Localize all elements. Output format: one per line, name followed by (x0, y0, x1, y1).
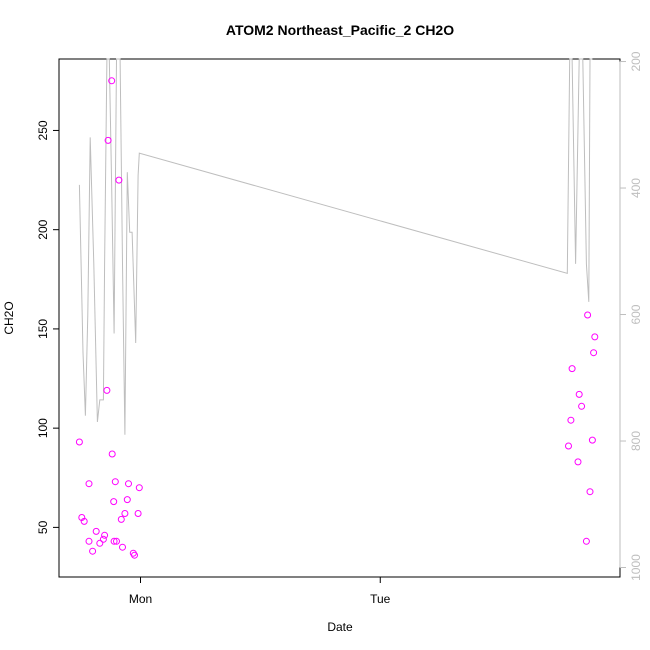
y-tick-label: 250 (36, 120, 50, 140)
data-point (113, 537, 120, 545)
data-point (89, 547, 97, 555)
data-point (101, 531, 109, 539)
data-point (108, 77, 116, 85)
y2-tick-label: 600 (629, 304, 643, 324)
x-axis: Mon Tue (129, 576, 391, 606)
y-tick-label: 50 (36, 520, 50, 534)
y2-tick-label: 400 (629, 178, 643, 198)
data-point (588, 436, 596, 444)
chart-title: ATOM2 Northeast_Pacific_2 CH2O (226, 22, 454, 38)
x-tick-label: Mon (129, 592, 152, 606)
data-point (590, 349, 598, 357)
y2-tick-label: 800 (629, 431, 643, 451)
data-point (108, 450, 116, 458)
data-point (110, 537, 118, 545)
data-point (574, 458, 582, 466)
data-point (104, 136, 112, 144)
data-point (575, 390, 583, 398)
data-point (134, 510, 142, 517)
data-point (110, 498, 118, 506)
secondary-series-line (78, 58, 593, 435)
data-points (75, 77, 599, 559)
y2-tick-label: 200 (629, 51, 643, 71)
data-point (99, 535, 107, 543)
data-point (121, 510, 129, 517)
data-point (103, 386, 111, 394)
data-point (567, 416, 575, 424)
data-point (123, 496, 131, 504)
data-point (125, 480, 132, 488)
data-point (85, 480, 93, 488)
data-point (80, 517, 88, 525)
data-point (568, 365, 576, 373)
data-point (111, 478, 119, 486)
data-point (117, 515, 125, 523)
data-point (75, 438, 83, 446)
x-axis-label: Date (327, 620, 353, 634)
data-point (135, 484, 143, 492)
data-point (582, 537, 590, 545)
data-point (586, 488, 594, 496)
y2-tick-label: 1000 (629, 554, 643, 581)
data-point (584, 311, 592, 319)
y-axis-label: CH2O (2, 301, 16, 334)
x-tick-label: Tue (370, 592, 391, 606)
data-point (85, 537, 93, 545)
data-point (115, 176, 123, 184)
plot-frame (58, 58, 621, 578)
y-tick-label: 200 (36, 219, 50, 239)
y-axis-left: 50 100 150 200 250 (36, 120, 60, 534)
data-point (119, 543, 126, 551)
data-point (92, 527, 100, 535)
y-tick-label: 150 (36, 319, 50, 339)
data-point (591, 333, 599, 341)
data-point (578, 402, 586, 410)
data-point (565, 442, 572, 450)
data-point (131, 551, 138, 559)
secondary-series-path (78, 58, 593, 435)
data-point (96, 539, 104, 547)
y-axis-right: 200 400 600 800 1000 (619, 51, 643, 581)
y-tick-label: 100 (36, 418, 50, 438)
